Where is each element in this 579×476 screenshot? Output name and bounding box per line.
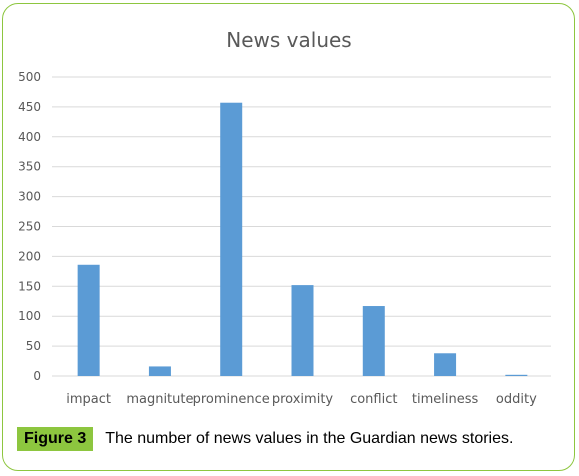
y-tick-label: 100 bbox=[18, 309, 41, 323]
figure-frame bbox=[2, 3, 575, 471]
bar-oddity bbox=[505, 374, 528, 376]
x-tick-label: conflict bbox=[350, 392, 397, 407]
x-tick-label: prominence bbox=[193, 392, 270, 407]
y-tick-label: 0 bbox=[33, 369, 41, 383]
bar-impact bbox=[77, 264, 100, 376]
y-tick-label: 250 bbox=[18, 220, 41, 234]
y-tick-label: 400 bbox=[18, 130, 41, 144]
y-tick-label: 500 bbox=[18, 70, 41, 84]
x-tick-label: timeliness bbox=[412, 392, 479, 407]
x-tick-label: magnitute bbox=[126, 392, 193, 407]
x-tick-label: oddity bbox=[496, 392, 537, 407]
chart-title: News values bbox=[226, 28, 351, 52]
bar-timeliness bbox=[434, 353, 457, 376]
x-tick-label: impact bbox=[66, 392, 111, 407]
figure-caption: Figure 3 The number of news values in th… bbox=[17, 425, 513, 453]
y-tick-label: 300 bbox=[18, 190, 41, 204]
y-tick-label: 350 bbox=[18, 160, 41, 174]
y-tick-label: 200 bbox=[18, 249, 41, 263]
x-tick-label: proximity bbox=[272, 392, 334, 407]
y-tick-label: 450 bbox=[18, 100, 41, 114]
bar-prominence bbox=[220, 102, 243, 377]
y-tick-label: 50 bbox=[26, 339, 41, 353]
y-tick-label: 150 bbox=[18, 279, 41, 293]
bar-proximity bbox=[291, 285, 314, 376]
bar-conflict bbox=[362, 306, 385, 376]
bar-magnitute bbox=[148, 366, 171, 376]
figure-caption-text: The number of news values in the Guardia… bbox=[105, 430, 514, 447]
figure-label: Figure 3 bbox=[17, 427, 94, 451]
